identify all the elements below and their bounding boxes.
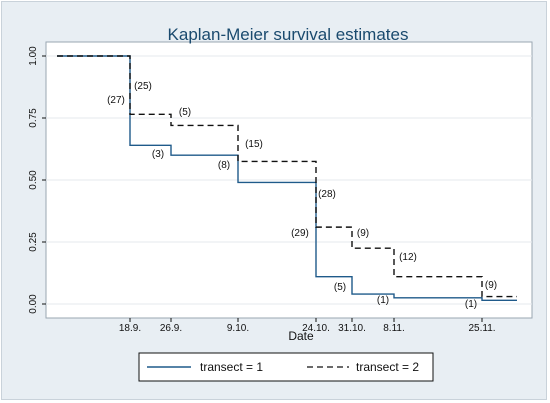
at-risk-label-transect-1: (1) [465,299,477,310]
x-tick-label: 9.10. [227,323,249,334]
y-tick-label: 0.75 [28,108,39,128]
label-layer: (27) (3) (8) (29) (5) (1) (1) (25) (5) (15) (28) (9… [107,81,497,310]
y-tick-label: 0.25 [28,232,39,252]
at-risk-label-transect-2: (28) [318,189,336,200]
at-risk-label-transect-1: (29) [291,228,309,239]
y-tick-label: 1.00 [28,46,39,66]
axis-layer: 0.00 0.25 0.50 0.75 1.00 18.9. 26.9. 9.10. 24.10… [28,46,496,334]
x-tick-label: 8.11. [383,323,405,334]
at-risk-label-transect-1: (27) [107,95,125,106]
at-risk-label-transect-2: (9) [357,228,369,239]
series-layer [57,55,517,301]
km-curve-transect-2 [57,55,517,298]
at-risk-label-transect-1: (5) [334,282,346,293]
km-curve-transect-1 [57,55,517,301]
legend: transect = 1 transect = 2 [138,352,434,382]
x-tick-label: 26.9. [160,323,182,334]
x-tick-label: 24.10. [302,323,330,334]
at-risk-label-transect-2: (5) [179,107,191,118]
x-axis-title: Date [288,329,314,343]
at-risk-label-transect-1: (8) [218,160,230,171]
at-risk-label-transect-2: (9) [485,280,497,291]
grid-layer [46,55,532,305]
legend-label-transect-1: transect = 1 [200,360,263,374]
x-tick-label: 31.10. [338,323,366,334]
at-risk-label-transect-2: (12) [399,252,417,263]
y-tick-label: 0.50 [28,170,39,190]
at-risk-label-transect-1: (3) [152,149,164,160]
chart-title: Kaplan-Meier survival estimates [168,25,409,44]
at-risk-label-transect-1: (1) [377,295,389,306]
at-risk-label-transect-2: (15) [245,139,263,150]
x-tick-label: 25.11. [468,323,495,334]
legend-label-transect-2: transect = 2 [356,360,419,374]
y-tick-label: 0.00 [28,294,39,314]
x-tick-label: 18.9. [119,323,141,334]
at-risk-label-transect-2: (25) [134,81,152,92]
